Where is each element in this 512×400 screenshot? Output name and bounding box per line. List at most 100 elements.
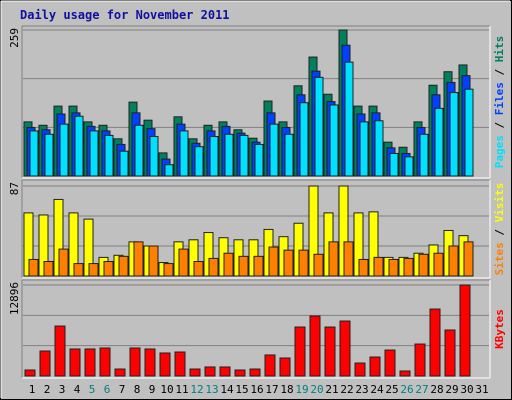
x-tick-label: 14 xyxy=(220,383,234,396)
bar xyxy=(358,258,369,277)
y-tick-label: 259 xyxy=(8,28,21,48)
bar xyxy=(144,348,156,377)
bar xyxy=(464,88,474,177)
bar xyxy=(403,257,414,277)
bar xyxy=(429,308,441,377)
bar xyxy=(253,255,264,277)
bar xyxy=(239,134,249,177)
x-tick-label: 10 xyxy=(160,383,173,396)
bar xyxy=(129,347,141,377)
bar xyxy=(219,366,231,377)
bar xyxy=(194,146,204,177)
x-tick-label: 9 xyxy=(149,383,156,396)
bar xyxy=(179,130,189,177)
x-tick-label: 28 xyxy=(430,383,443,396)
bar xyxy=(73,263,84,277)
x-tick-label: 18 xyxy=(280,383,293,396)
bar xyxy=(309,315,321,377)
bar xyxy=(343,241,354,277)
x-tick-label: 20 xyxy=(310,383,323,396)
bar xyxy=(463,241,474,277)
legend-entry: Visits xyxy=(493,183,506,223)
bar xyxy=(354,362,366,377)
bar xyxy=(29,130,39,177)
bar xyxy=(84,348,96,377)
bar xyxy=(374,120,384,177)
bar xyxy=(238,255,249,277)
bar xyxy=(369,356,381,377)
x-tick-label: 4 xyxy=(74,383,81,396)
bar xyxy=(339,320,351,377)
bar xyxy=(189,368,201,377)
bar xyxy=(88,263,99,277)
bar xyxy=(389,152,399,177)
bar xyxy=(24,369,36,377)
x-tick-label: 8 xyxy=(134,383,141,396)
bar xyxy=(298,249,309,277)
legend-entry: Files xyxy=(493,82,506,115)
legend: Pages / Files / Hits xyxy=(493,36,506,169)
bar xyxy=(208,257,219,277)
x-tick-label: 3 xyxy=(59,383,66,396)
bar xyxy=(404,156,414,177)
bar xyxy=(234,369,246,377)
bar xyxy=(148,245,159,277)
bar xyxy=(254,143,264,177)
bar xyxy=(249,368,261,377)
legend-entry: Hits xyxy=(493,36,506,63)
bar xyxy=(313,253,324,277)
x-tick-label: 19 xyxy=(295,383,308,396)
bar xyxy=(268,246,279,277)
x-tick-label: 22 xyxy=(340,383,353,396)
x-tick-label: 25 xyxy=(385,383,398,396)
bar xyxy=(344,61,354,177)
bar xyxy=(209,136,219,177)
bar xyxy=(74,115,84,177)
x-tick-label: 2 xyxy=(44,383,51,396)
x-tick-label: 29 xyxy=(445,383,458,396)
bar xyxy=(163,263,174,277)
x-tick-label: 21 xyxy=(325,383,338,396)
bar xyxy=(223,252,234,277)
chart-title: Daily usage for November 2011 xyxy=(20,8,230,22)
x-tick-label: 12 xyxy=(190,383,203,396)
bar xyxy=(269,123,279,177)
x-tick-label: 23 xyxy=(355,383,368,396)
bar xyxy=(99,347,111,377)
x-tick-label: 17 xyxy=(265,383,278,396)
x-tick-label: 24 xyxy=(370,383,384,396)
bar xyxy=(294,326,306,377)
x-tick-label: 27 xyxy=(415,383,428,396)
x-tick-label: 26 xyxy=(400,383,413,396)
y-tick-label: 12896 xyxy=(8,282,21,315)
bar xyxy=(118,255,129,277)
x-tick-label: 6 xyxy=(104,383,111,396)
bar xyxy=(324,326,336,377)
bar xyxy=(89,130,99,177)
bar xyxy=(384,349,396,377)
bar xyxy=(119,150,129,177)
x-tick-label: 11 xyxy=(175,383,188,396)
y-tick-label: 87 xyxy=(8,182,21,195)
bar xyxy=(159,352,171,377)
bar xyxy=(434,107,444,177)
bar xyxy=(419,133,429,177)
bar xyxy=(388,258,399,277)
x-tick-label: 30 xyxy=(460,383,473,396)
bar xyxy=(284,133,294,177)
bar xyxy=(58,248,69,277)
legend: Sites / Visits xyxy=(493,183,506,276)
bar xyxy=(283,249,294,277)
bar xyxy=(178,248,189,277)
bar xyxy=(133,241,144,277)
bar xyxy=(299,102,309,177)
bar xyxy=(433,252,444,277)
x-tick-label: 31 xyxy=(475,383,488,396)
bar xyxy=(174,351,186,377)
bar xyxy=(314,76,324,177)
bar xyxy=(54,325,66,377)
legend-separator: / xyxy=(493,222,506,242)
bar xyxy=(444,329,456,377)
bar xyxy=(39,350,51,377)
